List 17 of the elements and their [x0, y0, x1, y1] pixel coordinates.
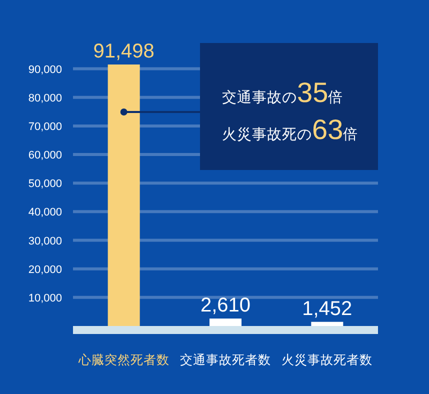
x-tick-label: 交通事故死者数 [180, 352, 271, 367]
y-tick-label: 20,000 [28, 264, 62, 276]
data-label: 91,498 [93, 40, 154, 62]
y-tick-label: 10,000 [28, 292, 62, 304]
x-tick-label: 火災事故死者数 [282, 353, 373, 367]
y-tick-label: 70,000 [28, 120, 62, 133]
data-label: 1,452 [302, 298, 352, 320]
y-tick-label: 90,000 [28, 64, 62, 76]
y-tick-label: 60,000 [28, 150, 62, 162]
y-tick-label: 30,000 [28, 235, 62, 248]
x-tick-label: 心臓突然死者数 [77, 352, 170, 367]
annotation: 火災事故死の63倍 [222, 114, 358, 145]
data-label: 2,610 [200, 294, 251, 317]
y-tick-label: 40,000 [28, 206, 62, 219]
y-tick-label: 50,000 [28, 178, 62, 190]
annotation: 交通事故の35倍 [222, 77, 344, 108]
y-tick-label: 80,000 [28, 92, 62, 104]
